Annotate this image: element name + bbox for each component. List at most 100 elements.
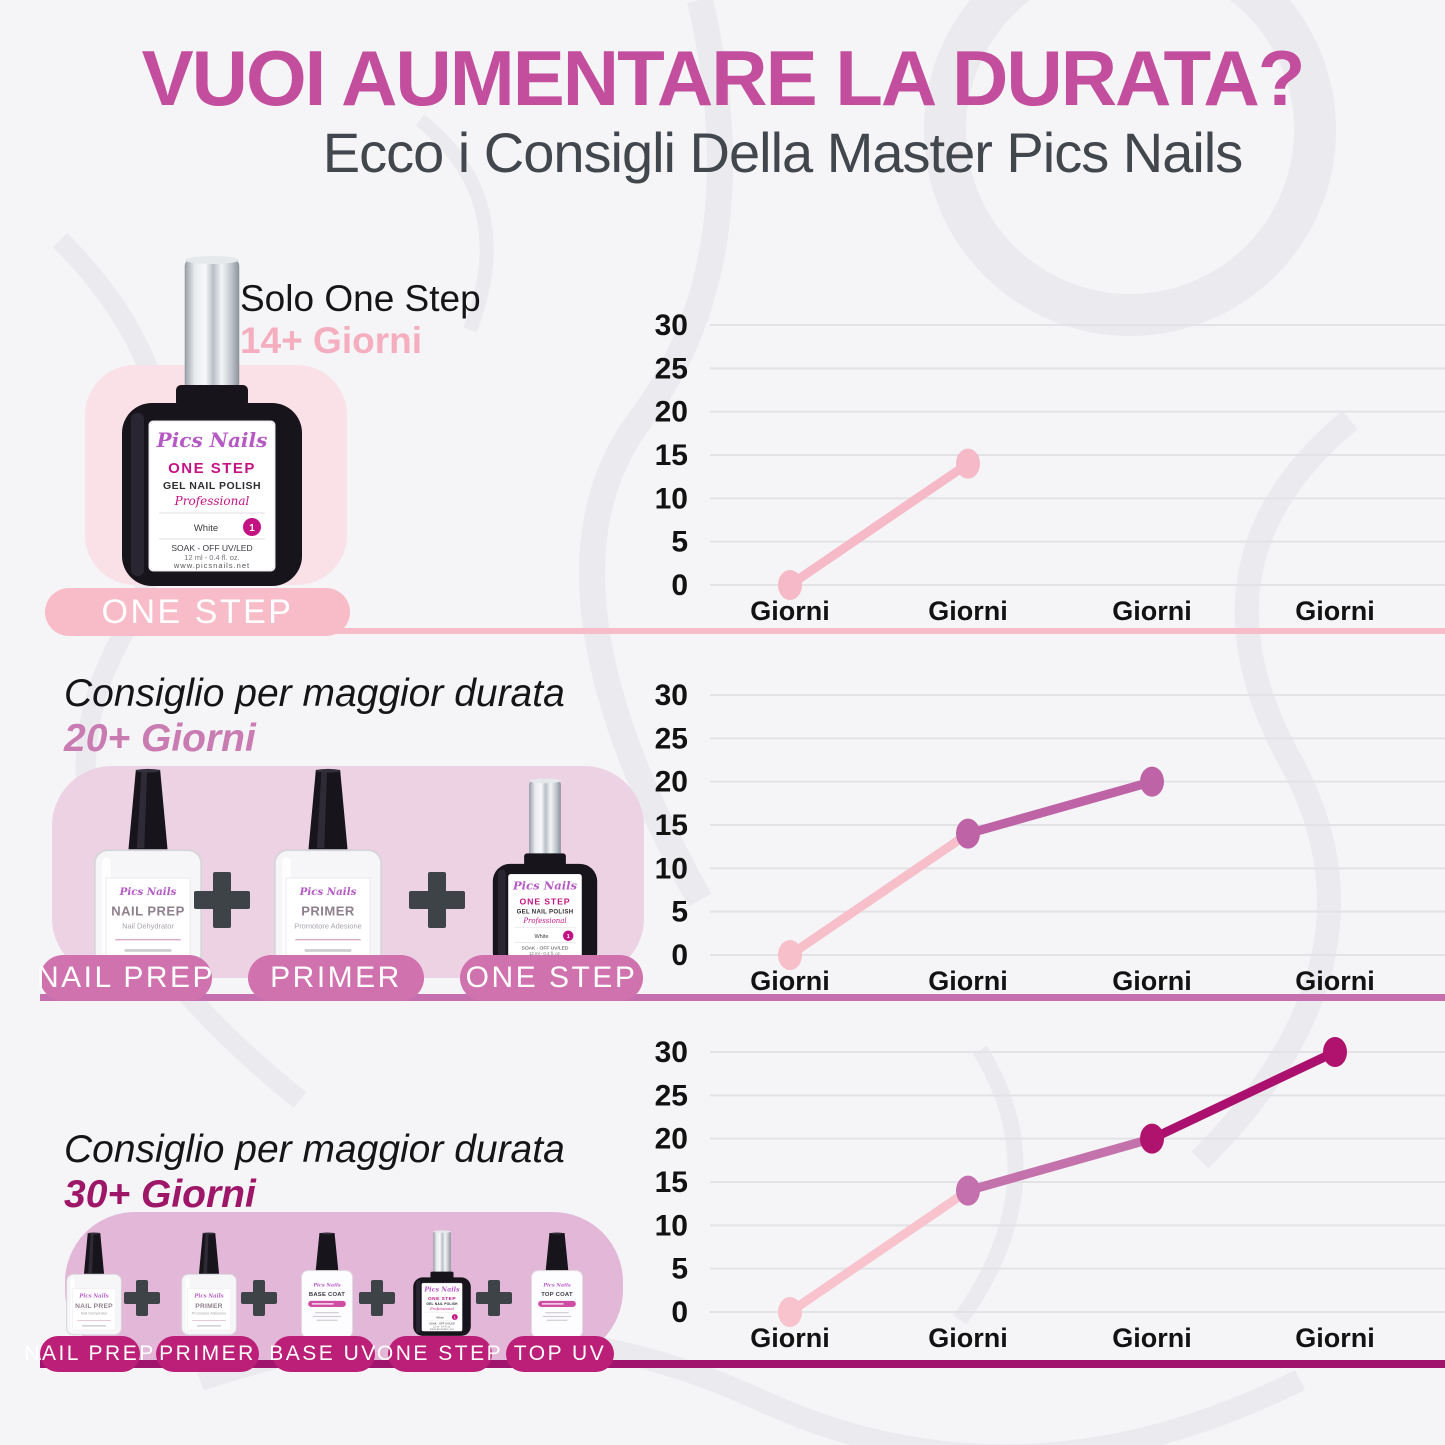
svg-text:White: White	[534, 934, 548, 940]
bottle-brand: Pics Nails	[542, 1283, 571, 1289]
y-axis-tick-label: 0	[671, 569, 688, 602]
chart-line-segment	[963, 1134, 1157, 1196]
y-axis-tick-label: 5	[671, 526, 688, 559]
bottle-name: ONE STEP	[520, 896, 571, 906]
product-tag-primer: PRIMER	[248, 955, 424, 1001]
bottle-name: PRIMER	[301, 903, 355, 918]
top-coat-bottle: Pics Nails TOP COAT	[531, 1232, 583, 1339]
x-axis-label: Giorni	[928, 596, 1008, 626]
chart-data-point	[1140, 766, 1164, 797]
base-coat-bottle: Pics Nails BASE COAT	[301, 1232, 353, 1339]
svg-text:Professional: Professional	[429, 1306, 455, 1311]
bottle-name: TOP COAT	[541, 1292, 573, 1298]
svg-text:1: 1	[249, 523, 255, 534]
y-axis-tick-label: 25	[655, 722, 688, 755]
line-chart: 0 5 10 15 20 25 30 Giorni Giorni Giorni Giorni	[655, 1036, 1445, 1353]
chart-20-giorni: 0 5 10 15 20 25 30 Giorni Giorni Giorni Giorni	[620, 660, 1445, 1020]
section1-divider	[300, 628, 1445, 634]
chart-data-point	[956, 1175, 980, 1206]
product-tag-nail-prep: NAIL PREP	[24, 1336, 153, 1372]
product-tag-top-uv: TOP UV	[506, 1336, 614, 1372]
x-axis-label: Giorni	[750, 966, 830, 996]
chart-line-segment	[1147, 1047, 1340, 1144]
bottle-name: PRIMER	[195, 1303, 223, 1310]
y-axis-tick-label: 20	[655, 766, 688, 799]
plus-icon	[409, 872, 465, 928]
chart-data-point	[956, 448, 980, 479]
svg-text:Nail Dehydrator: Nail Dehydrator	[122, 922, 174, 931]
bottle-name: ONE STEP	[428, 1296, 456, 1302]
one-step-bottle: Pics Nails ONE STEP GEL NAIL POLISH Prof…	[413, 1230, 471, 1336]
x-axis-label: Giorni	[750, 1323, 830, 1353]
product-tag-nail-prep: NAIL PREP	[37, 955, 213, 1001]
chart-data-point	[1140, 1123, 1164, 1154]
y-axis-tick-label: 15	[655, 1166, 688, 1199]
section2-duration: 20+ Giorni	[64, 717, 256, 760]
chart-data-point	[778, 1297, 802, 1327]
svg-text:www.picsnails.net: www.picsnails.net	[173, 561, 250, 570]
nail-prep-bottle: Pics Nails NAIL PREP Nail Dehydrator	[66, 1232, 122, 1336]
svg-text:www.picsnails.net: www.picsnails.net	[430, 1328, 454, 1331]
y-axis-tick-label: 30	[655, 309, 688, 342]
svg-text:Professional: Professional	[522, 917, 566, 925]
svg-text:GEL NAIL POLISH: GEL NAIL POLISH	[163, 480, 261, 492]
section2-heading: Consiglio per maggior durata	[64, 672, 565, 715]
page-subtitle: Ecco i Consigli Della Master Pics Nails	[322, 121, 1244, 184]
section3-heading: Consiglio per maggior durata	[64, 1128, 565, 1171]
chart-data-point	[778, 570, 802, 600]
y-axis-tick-label: 25	[655, 1079, 688, 1112]
svg-text:1: 1	[567, 934, 571, 940]
svg-text:Nail Dehydrator: Nail Dehydrator	[81, 1312, 108, 1316]
x-axis-label: Giorni	[928, 966, 1008, 996]
svg-text:Promotore Adesione: Promotore Adesione	[192, 1312, 227, 1316]
bottle-name: NAIL PREP	[111, 903, 185, 918]
bottle-brand: Pics Nails	[156, 428, 268, 452]
y-axis-tick-label: 30	[655, 1036, 688, 1069]
bottle-brand: Pics Nails	[78, 1293, 108, 1299]
product-tag-primer: PRIMER	[156, 1336, 259, 1372]
y-axis-tick-label: 10	[655, 852, 688, 885]
chart-data-point	[778, 940, 802, 970]
y-axis-tick-label: 30	[655, 679, 688, 712]
x-axis-label: Giorni	[1112, 596, 1192, 626]
svg-text:SOAK - OFF UV/LED: SOAK - OFF UV/LED	[429, 1322, 455, 1326]
chart-line-segment	[963, 777, 1157, 839]
product-tag-one-step: ONE STEP	[460, 955, 643, 1001]
x-axis-label: Giorni	[928, 1323, 1008, 1353]
nail-prep-bottle: Pics Nails NAIL PREP Nail Dehydrator	[93, 768, 203, 969]
y-axis-tick-label: 10	[655, 482, 688, 515]
section3-duration: 30+ Giorni	[64, 1173, 256, 1216]
y-axis-tick-label: 15	[655, 439, 688, 472]
bottle-brand: Pics Nails	[512, 878, 578, 892]
bottle-name: ONE STEP	[168, 460, 256, 477]
plus-icon	[241, 1280, 277, 1316]
chart-data-point	[1323, 1037, 1347, 1067]
svg-text:White: White	[194, 523, 218, 534]
svg-text:GEL NAIL POLISH: GEL NAIL POLISH	[517, 909, 574, 916]
svg-text:White: White	[436, 1315, 444, 1319]
chart-line-segment	[785, 829, 973, 960]
svg-text:Promotore Adesione: Promotore Adesione	[294, 922, 362, 931]
plus-icon	[476, 1280, 512, 1316]
svg-text:GEL NAIL POLISH: GEL NAIL POLISH	[426, 1302, 458, 1306]
plus-icon	[194, 872, 250, 928]
chart-line-segment	[785, 1186, 973, 1317]
svg-text:Professional: Professional	[174, 494, 250, 508]
x-axis-label: Giorni	[1112, 1323, 1192, 1353]
y-axis-tick-label: 20	[655, 396, 688, 429]
chart-30-giorni: 0 5 10 15 20 25 30 Giorni Giorni Giorni Giorni	[620, 1017, 1445, 1377]
one-step-bottle: Pics Nails ONE STEP GEL NAIL POLISH Prof…	[122, 256, 302, 586]
chart-data-point	[956, 818, 980, 849]
bottle-brand: Pics Nails	[312, 1283, 341, 1289]
page-title: VUOI AUMENTARE LA DURATA?	[141, 34, 1306, 122]
line-chart: 0 5 10 15 20 25 30 Giorni Giorni Giorni Giorni	[655, 309, 1445, 626]
x-axis-label: Giorni	[1295, 1323, 1375, 1353]
bottle-brand: Pics Nails	[193, 1293, 223, 1299]
svg-text:1: 1	[454, 1315, 456, 1319]
x-axis-label: Giorni	[1295, 966, 1375, 996]
primer-bottle: Pics Nails PRIMER Promotore Adesione	[273, 768, 383, 969]
bottle-brand: Pics Nails	[119, 886, 177, 898]
y-axis-tick-label: 5	[671, 1253, 688, 1286]
y-axis-tick-label: 0	[671, 1296, 688, 1329]
